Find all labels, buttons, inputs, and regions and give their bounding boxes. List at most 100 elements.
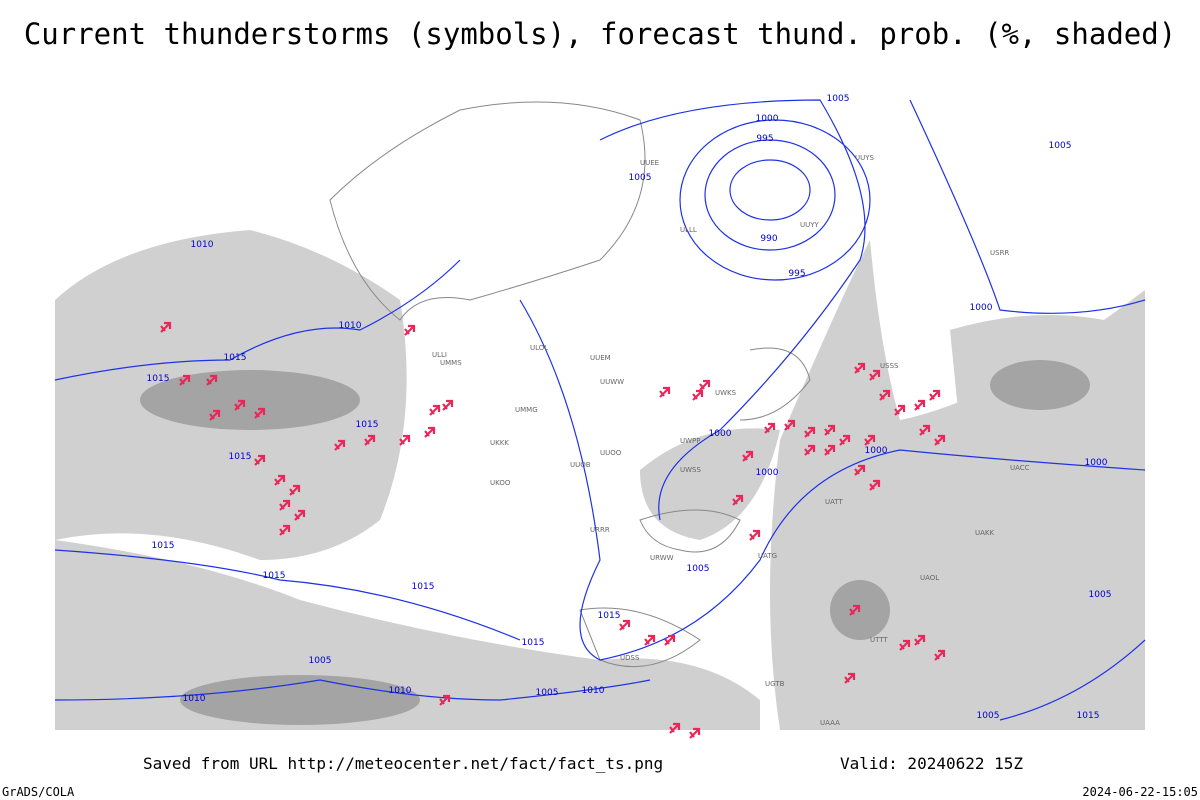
storm-symbol (699, 379, 711, 391)
storm-symbol (894, 404, 906, 416)
isobar (729, 159, 811, 221)
storm-symbol (160, 321, 172, 333)
isobar-label: 1005 (629, 173, 652, 183)
coast (329, 101, 646, 321)
isobar-label: 1015 (598, 611, 621, 621)
storm-symbol (619, 619, 631, 631)
storm-symbol (854, 464, 866, 476)
storm-symbol (824, 444, 836, 456)
station-label: USSS (880, 362, 899, 370)
storm-symbol (784, 419, 796, 431)
storm-symbol (804, 444, 816, 456)
station-label: URWW (650, 554, 674, 562)
storm-symbol (764, 422, 776, 434)
coastlines (329, 101, 811, 668)
isobar-label: 1000 (970, 303, 993, 313)
station-label: UUOO (600, 449, 622, 457)
title: Current thunderstorms (symbols), forecas… (24, 17, 1176, 51)
station-label: USRR (990, 249, 1009, 257)
isobar-label: 1005 (827, 94, 850, 104)
isobar (704, 139, 836, 251)
isobar (54, 259, 461, 381)
station-label: UWPP (680, 437, 701, 445)
shade-core (180, 675, 420, 725)
isobar-label: 1015 (356, 420, 379, 430)
storm-symbol (294, 509, 306, 521)
coast (639, 509, 741, 553)
storm-symbol (849, 604, 861, 616)
station-label: UAKK (975, 529, 995, 537)
storm-symbol (644, 634, 656, 646)
isobar (999, 639, 1146, 721)
isobar (54, 549, 521, 641)
saved-url: Saved from URL http://meteocenter.net/fa… (143, 754, 663, 773)
station-label: UDSS (620, 654, 640, 662)
isobar (519, 299, 1146, 661)
storm-symbol (664, 634, 676, 646)
isobar-label: 1010 (582, 686, 605, 696)
storm-symbol (929, 389, 941, 401)
station-label: UGTB (765, 680, 785, 688)
storm-symbol (844, 672, 856, 684)
storm-symbol (669, 722, 681, 734)
shade-core (990, 360, 1090, 410)
storm-symbol (919, 424, 931, 436)
coast (739, 347, 811, 421)
storm-symbols (160, 321, 946, 739)
storm-symbol (864, 434, 876, 446)
map-labels: 1005 1000 995 990 995 1000 1010 1015 1015 1015 101… (147, 94, 1112, 727)
station-label: UAAA (820, 719, 840, 727)
station-label: UACC (1010, 464, 1030, 472)
isobar-label: 1005 (536, 688, 559, 698)
isobar-label: 1000 (865, 446, 888, 456)
isobar-label: 1015 (263, 571, 286, 581)
station-label: UMMS (440, 359, 462, 367)
storm-symbol (404, 324, 416, 336)
storm-symbol (804, 426, 816, 438)
storm-symbol (659, 386, 671, 398)
storm-symbol (749, 529, 761, 541)
storm-symbol (934, 649, 946, 661)
isobar-label: 1010 (339, 321, 362, 331)
storm-symbol (854, 362, 866, 374)
coast (579, 607, 701, 668)
isobar-label: 1000 (756, 468, 779, 478)
storm-symbol (934, 434, 946, 446)
isobar-label: 1015 (147, 374, 170, 384)
isobar-label: 1015 (522, 638, 545, 648)
isobar-label: 995 (788, 269, 805, 279)
storm-symbol (254, 407, 266, 419)
station-label: UUOB (570, 461, 591, 469)
storm-symbol (914, 634, 926, 646)
storm-symbol (742, 450, 754, 462)
isobar-label: 1010 (191, 240, 214, 250)
storm-symbol (869, 369, 881, 381)
station-label: UTTT (870, 636, 888, 644)
station-label: UUYY (800, 221, 820, 229)
isobar-label: 1000 (756, 114, 779, 124)
storm-symbol (869, 479, 881, 491)
storm-symbol (279, 524, 291, 536)
storm-symbol (439, 694, 451, 706)
station-label: UUEE (640, 159, 659, 167)
storm-symbol (274, 474, 286, 486)
isobar-label: 1015 (412, 582, 435, 592)
station-label: UWSS (680, 466, 701, 474)
storm-symbol (209, 409, 221, 421)
station-label: UKKK (490, 439, 509, 447)
station-label: URRR (590, 526, 610, 534)
station-label: UATG (758, 552, 777, 560)
isobar-label: 995 (756, 134, 773, 144)
isobar-label: 1005 (1089, 590, 1112, 600)
storm-symbol (289, 484, 301, 496)
map-area: 1005 1000 995 990 995 1000 1010 1015 1015 1015 101… (54, 70, 1146, 739)
storm-symbol (442, 399, 454, 411)
station-label: UKOO (490, 479, 511, 487)
isobar (54, 679, 651, 701)
isobar (599, 99, 866, 521)
isobar-label: 1005 (1049, 141, 1072, 151)
storm-symbol (689, 727, 701, 739)
isobar-label: 1015 (229, 452, 252, 462)
isobar-label: 1000 (709, 429, 732, 439)
